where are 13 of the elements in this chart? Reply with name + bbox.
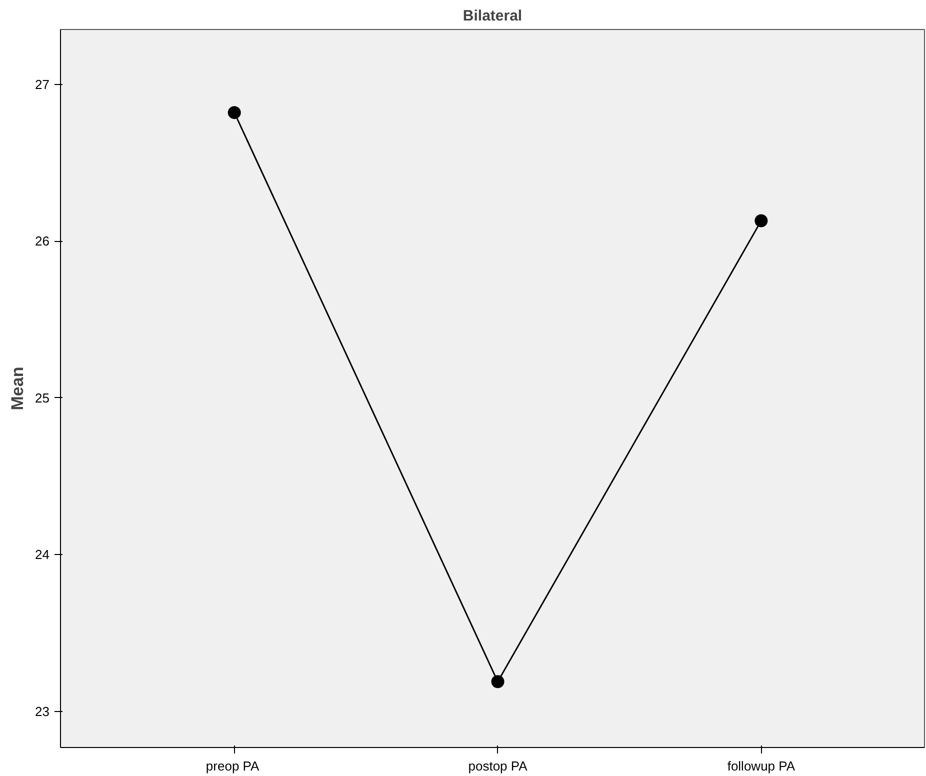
point <box>228 106 241 120</box>
x-tick-label: postop PA <box>468 758 528 774</box>
x-tick-label: followup PA <box>727 758 796 774</box>
y-tick-label: 27 <box>35 76 50 92</box>
y-tick-label: 26 <box>35 234 50 249</box>
y-tick-label: 24 <box>35 547 50 562</box>
y-tick-label: 23 <box>35 704 50 719</box>
point <box>491 675 504 688</box>
chart-title: Bilateral <box>462 8 522 24</box>
point <box>754 214 768 228</box>
y-tick-label: 25 <box>35 390 50 406</box>
x-tick-label: preop PA <box>206 758 260 774</box>
y-axis-title: Mean <box>8 366 28 410</box>
